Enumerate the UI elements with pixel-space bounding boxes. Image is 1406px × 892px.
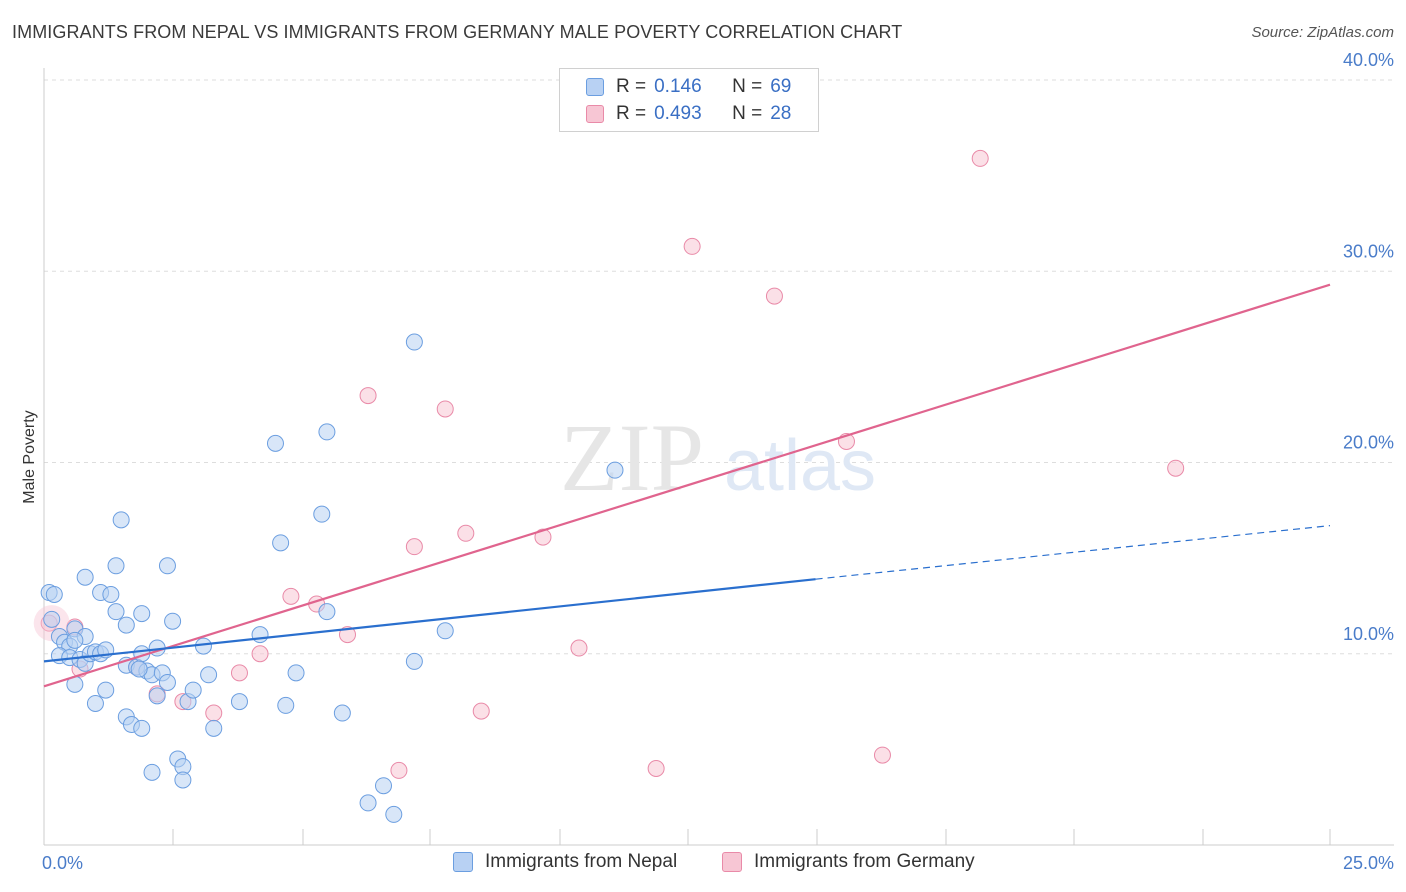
data-point [205, 704, 223, 722]
data-point [164, 612, 182, 630]
watermark-zip: ZIP [560, 404, 704, 511]
legend-n-value-nepal: 69 [770, 76, 792, 97]
series-name-germany: Immigrants from Germany [754, 851, 975, 872]
data-point [375, 777, 393, 795]
series-swatch-nepal [453, 852, 473, 872]
data-point [647, 760, 665, 777]
trendline-germany [43, 283, 1331, 688]
data-point [133, 719, 151, 737]
y-tick-label: 30.0% [1343, 241, 1394, 261]
data-point [148, 687, 166, 705]
data-point [184, 681, 202, 699]
data-point [359, 387, 377, 405]
data-point [359, 794, 377, 812]
chart-title: IMMIGRANTS FROM NEPAL VS IMMIGRANTS FROM… [12, 22, 903, 42]
data-point [86, 694, 104, 712]
data-point [385, 805, 403, 823]
trendline-nepal-projection [815, 525, 1331, 580]
data-point [266, 434, 284, 452]
data-point [205, 719, 223, 737]
data-point [117, 616, 135, 634]
data-point [174, 771, 192, 789]
legend-swatch-nepal [586, 78, 604, 96]
legend-r-label: R = [616, 76, 647, 97]
data-point [1167, 459, 1185, 477]
y-tick-label: 20.0% [1343, 433, 1394, 453]
data-point [313, 505, 331, 523]
data-point [158, 557, 176, 575]
x-tick-label-min: 0.0% [42, 853, 83, 873]
data-point [107, 557, 125, 575]
data-point [158, 673, 176, 691]
legend-r-value-nepal: 0.146 [654, 76, 702, 97]
series-swatch-germany [722, 852, 742, 872]
trendlines [43, 283, 1331, 688]
legend-swatch-germany [586, 105, 604, 123]
legend-n-label: N = [732, 76, 763, 97]
data-point [318, 603, 336, 621]
data-point [318, 423, 336, 441]
legend-n-label: N = [732, 103, 763, 124]
data-point [457, 524, 475, 542]
data-point [436, 622, 454, 640]
data-point [472, 702, 490, 720]
y-axis-label: Male Poverty [21, 410, 38, 503]
y-tick-label: 10.0% [1343, 624, 1394, 644]
data-point [112, 511, 130, 529]
data-point [606, 461, 624, 479]
data-point [333, 704, 351, 722]
data-point [251, 626, 269, 644]
data-point [133, 605, 151, 623]
data-point [76, 568, 94, 586]
legend-r-value-germany: 0.493 [654, 103, 702, 124]
data-point [873, 746, 891, 764]
data-point [43, 610, 61, 628]
legend-r-label: R = [616, 103, 647, 124]
legend-row-nepal: R = 0.146 N = 69 [586, 75, 791, 99]
series-name-nepal: Immigrants from Nepal [485, 851, 678, 872]
data-point [683, 237, 701, 255]
data-point [765, 287, 783, 305]
correlation-legend: R = 0.146 N = 69 R = 0.493 N = 28 [559, 68, 819, 132]
axes [43, 68, 1394, 846]
series-legend: Immigrants from Nepal Immigrants from Ge… [0, 851, 1406, 879]
series-legend-nepal: Immigrants from Nepal [453, 851, 677, 873]
data-point [230, 693, 248, 711]
data-point [570, 639, 588, 657]
data-point [143, 763, 161, 781]
data-point [282, 587, 300, 605]
data-point [97, 681, 115, 699]
data-point [130, 660, 148, 678]
data-point [66, 631, 84, 649]
y-tick-label: 40.0% [1343, 50, 1394, 70]
data-point [45, 585, 63, 603]
x-tick-label-max: 25.0% [1343, 853, 1394, 873]
data-point [405, 652, 423, 670]
data-point [287, 664, 305, 682]
legend-row-germany: R = 0.493 N = 28 [586, 102, 791, 126]
source-credit: Source: ZipAtlas.com [1251, 24, 1394, 41]
trendline-nepal [43, 578, 816, 663]
grid-lines [44, 79, 1394, 655]
watermark: ZIP atlas [560, 404, 876, 511]
data-point [405, 538, 423, 556]
data-point [102, 585, 120, 603]
y-tick-labels: 10.0% 20.0% 30.0% 40.0% [1343, 50, 1394, 644]
data-point [971, 149, 989, 167]
legend-n-value-germany: 28 [770, 103, 792, 124]
data-point [200, 666, 218, 684]
data-point [338, 626, 356, 644]
nepal-points [40, 333, 624, 823]
data-point [390, 761, 408, 779]
data-point [277, 696, 295, 714]
series-legend-germany: Immigrants from Germany [722, 851, 975, 873]
data-point [251, 645, 269, 663]
data-point [436, 400, 454, 418]
data-point [534, 528, 552, 546]
data-point [272, 534, 290, 552]
data-point [405, 333, 423, 351]
data-point [107, 603, 125, 621]
data-point [230, 664, 248, 682]
